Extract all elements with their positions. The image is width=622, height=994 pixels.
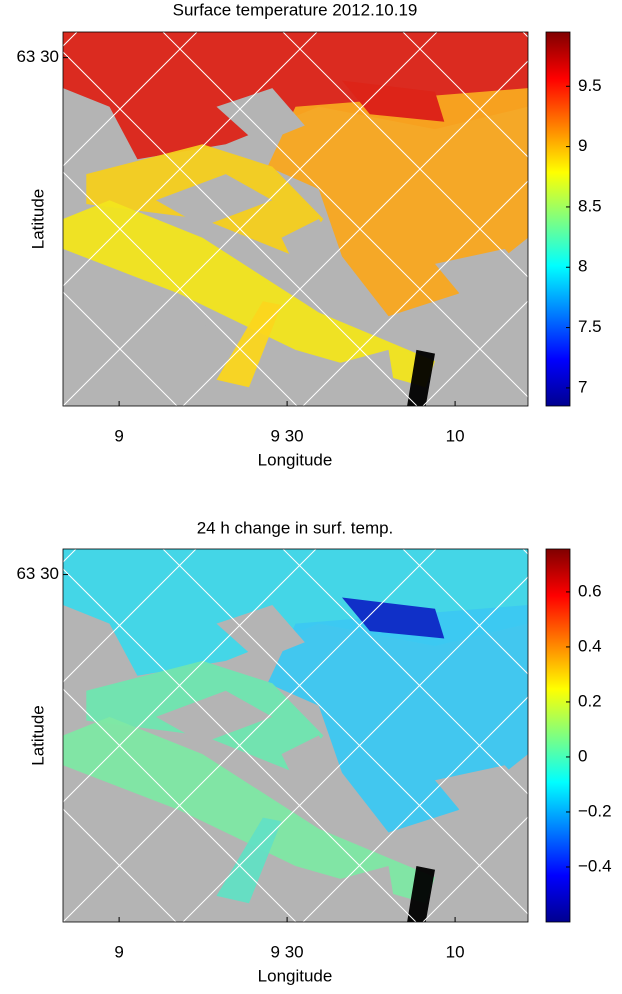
colorbar-tick-label: 0 [578, 746, 587, 765]
grid-diagonal [162, 549, 528, 915]
grid-diagonal [63, 32, 318, 287]
colorbar-tick-label: 0.6 [578, 581, 602, 600]
grid-diagonal [63, 32, 438, 406]
water [407, 349, 435, 406]
grid-diagonal [402, 549, 528, 675]
chart-title: 24 h change in surf. temp. [197, 518, 394, 537]
colorbar-tick-label: 0.4 [578, 636, 602, 655]
x-tick-label: 10 [446, 426, 465, 445]
water [216, 817, 282, 904]
x-axis-label: Longitude [258, 966, 333, 985]
island [281, 219, 342, 287]
water [63, 200, 435, 388]
colorbar-tick-label: 9 [578, 136, 587, 155]
colorbar-tick-label: 7.5 [578, 317, 602, 336]
grid-diagonal [63, 688, 297, 922]
island [63, 791, 226, 922]
grid-diagonal [182, 576, 528, 922]
x-axis-label: Longitude [258, 450, 333, 469]
grid-diagonal [63, 51, 418, 406]
island [295, 349, 398, 406]
grid-diagonal [63, 549, 437, 922]
plot-frame [62, 31, 529, 407]
colorbar-tick-label: −0.2 [578, 801, 612, 820]
grid-diagonal [63, 291, 178, 406]
island [156, 174, 273, 227]
x-tick-label: 9 30 [271, 426, 304, 445]
x-tick-label: 9 30 [271, 942, 304, 961]
x-tick-label: 9 [114, 942, 123, 961]
grid-diagonal [302, 180, 528, 406]
grid-diagonal [422, 816, 528, 922]
island [281, 735, 342, 803]
colorbar-tick-label: 7 [578, 377, 587, 396]
grid-diagonal [282, 549, 528, 795]
grid-diagonal [302, 696, 528, 922]
y-tick-label: 63 30 [16, 564, 59, 583]
grid-diagonal [63, 549, 197, 683]
island [216, 88, 305, 145]
grid-diagonal [522, 32, 528, 38]
water [63, 716, 435, 904]
colorbar-tick-label: 8 [578, 257, 587, 276]
water-patch [342, 597, 445, 639]
colorbar [545, 548, 571, 923]
grid-diagonal [182, 60, 528, 406]
water [63, 549, 528, 676]
water [63, 32, 528, 160]
y-tick-label: 63 30 [16, 47, 59, 66]
grid-diagonal [402, 32, 528, 158]
model-grid [63, 549, 528, 922]
x-tick-label: 10 [446, 942, 465, 961]
colorbar-tick-label: 9.5 [578, 76, 602, 95]
chart-title: Surface temperature 2012.10.19 [173, 0, 418, 19]
colorbar-tick-label: 8.5 [578, 196, 602, 215]
map-panel: 24 h change in surf. temp. 9 9 30 10 63 30 Lo… [16, 518, 612, 985]
island [216, 605, 305, 661]
x-tick-label: 9 [114, 426, 123, 445]
colorbar [545, 31, 571, 407]
colorbar-tick-label: 0.2 [578, 691, 602, 710]
island [156, 690, 273, 743]
map-panel: Surface temperature 2012.10.19 9 9 30 10 63 … [16, 0, 602, 469]
grid-diagonal [162, 32, 528, 398]
y-axis-label: Latitude [28, 189, 47, 250]
y-axis-label: Latitude [28, 705, 47, 766]
island [63, 275, 226, 406]
grid-diagonal [63, 808, 177, 922]
grid-diagonal [63, 32, 198, 167]
grid-diagonal [282, 32, 528, 278]
water [216, 301, 282, 388]
grid-diagonal [63, 549, 317, 803]
water [407, 866, 435, 922]
water-patch [342, 80, 445, 122]
island [435, 248, 528, 309]
grid-diagonal [63, 568, 417, 922]
plot-frame [62, 548, 529, 923]
colorbar-tick-label: −0.4 [578, 856, 612, 875]
grid-diagonal [63, 171, 298, 406]
grid-diagonal [422, 300, 528, 406]
island [295, 866, 398, 922]
island [435, 765, 528, 825]
model-grid [63, 32, 528, 406]
